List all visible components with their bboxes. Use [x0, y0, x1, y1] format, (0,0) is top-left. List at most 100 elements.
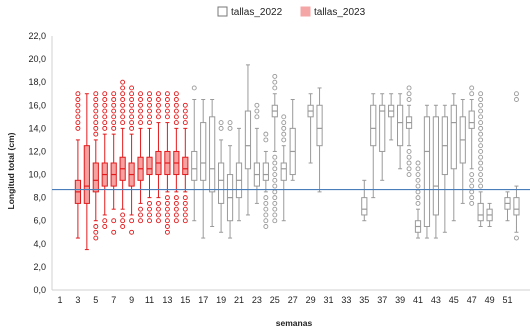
outlier-2022	[514, 235, 519, 241]
box-2022	[432, 116, 439, 216]
outlier-2023	[120, 91, 126, 97]
outlier-2022	[415, 166, 421, 172]
outlier-2022	[263, 212, 269, 218]
x-tick-label: 33	[341, 295, 351, 305]
outlier-2023	[147, 91, 152, 97]
outlier-2023	[164, 212, 170, 218]
outlier-2023	[102, 114, 108, 120]
outlier-2023	[164, 200, 170, 206]
outlier-2023	[102, 218, 108, 224]
outlier-2023	[75, 120, 81, 126]
y-tick-label: 20,0	[28, 54, 46, 64]
outlier-2022	[478, 108, 484, 114]
outlier-2022	[272, 177, 278, 183]
outlier-2022	[272, 154, 278, 160]
x-axis-ticks: 1 3 5 7 9 11 13 15 17 19 21 23 25 27 29 31 33 35 37 39 41 43 4…	[57, 295, 512, 305]
box-2022	[209, 116, 216, 193]
box-2022	[218, 162, 225, 204]
outlier-2023	[120, 120, 126, 126]
y-tick-label: 10,0	[28, 170, 46, 180]
outlier-2022	[263, 206, 269, 212]
outlier-2022	[254, 114, 260, 120]
outlier-2023	[155, 206, 161, 212]
outlier-2022	[263, 224, 269, 229]
box-2022	[316, 104, 323, 147]
outlier-2023	[93, 120, 99, 126]
x-tick-label: 5	[93, 295, 98, 305]
x-tick-label: 41	[413, 295, 423, 305]
outlier-2023	[138, 102, 144, 108]
outlier-2023	[129, 102, 135, 108]
outlier-2022	[281, 131, 287, 137]
outlier-2023	[102, 224, 108, 229]
outlier-2023	[75, 125, 81, 131]
outlier-2023	[173, 120, 179, 126]
outlier-2022	[406, 154, 412, 160]
x-tick-label: 13	[162, 295, 172, 305]
outlier-2023	[120, 102, 126, 108]
outlier-2023	[164, 102, 170, 108]
outlier-2022	[478, 177, 484, 183]
box-2022	[468, 110, 475, 129]
outlier-2022	[469, 85, 475, 91]
outlier-2022	[263, 131, 269, 137]
outlier-2023	[93, 235, 99, 241]
outlier-2023	[102, 125, 108, 131]
outlier-2023	[147, 97, 152, 102]
outlier-2023	[120, 108, 126, 114]
outlier-2023	[102, 102, 108, 108]
legend-label-2023: tallas_2023	[314, 7, 366, 18]
outlier-2023	[111, 229, 117, 235]
legend: tallas_2022 tallas_2023	[217, 6, 366, 18]
outlier-2022	[406, 91, 412, 97]
y-axis-ticks: 0,0 2,0 4,0 6,0 8,0 10,0 12,0 14,0 16,0 18,0 20,0 2…	[28, 31, 46, 295]
y-tick-label: 18,0	[28, 77, 46, 87]
outlier-2023	[138, 218, 144, 224]
outlier-2023	[129, 125, 135, 131]
y-tick-label: 8,0	[33, 193, 46, 203]
outlier-2022	[191, 85, 197, 91]
y-tick-label: 16,0	[28, 100, 46, 110]
outlier-2022	[272, 195, 278, 201]
box-2022	[379, 104, 386, 152]
outlier-2023	[120, 218, 126, 224]
x-tick-label: 9	[129, 295, 134, 305]
outlier-2022	[272, 218, 278, 224]
outlier-2023	[147, 120, 152, 126]
outlier-2023	[164, 224, 170, 229]
outlier-2023	[173, 108, 179, 114]
outlier-2023	[75, 114, 81, 120]
outlier-2022	[469, 177, 475, 183]
outlier-2023	[102, 91, 108, 97]
outlier-2023	[111, 97, 117, 102]
outlier-2023	[102, 108, 108, 114]
outlier-2022	[514, 97, 519, 102]
box-2023	[146, 156, 153, 176]
box-2022	[191, 150, 198, 181]
outlier-2022	[415, 195, 421, 201]
outlier-2023	[93, 102, 99, 108]
outlier-2023	[147, 212, 152, 218]
x-tick-label: 19	[216, 295, 226, 305]
outlier-2022	[415, 200, 421, 206]
outlier-2022	[406, 97, 412, 102]
outlier-2022	[227, 125, 233, 131]
outlier-2022	[263, 137, 269, 143]
outlier-2023	[173, 114, 179, 120]
x-tick-label: 45	[449, 295, 459, 305]
outlier-2022	[272, 73, 278, 79]
outlier-2023	[173, 195, 179, 201]
outlier-2023	[147, 218, 152, 224]
outlier-2022	[272, 166, 278, 172]
outlier-2022	[415, 183, 421, 189]
outlier-2023	[164, 195, 170, 201]
outlier-2023	[182, 206, 188, 212]
outlier-2023	[164, 206, 170, 212]
x-tick-label: 35	[359, 295, 369, 305]
outlier-2023	[129, 85, 135, 91]
x-tick-label: 51	[502, 295, 512, 305]
box-2022	[397, 104, 404, 147]
outlier-2022	[281, 137, 287, 143]
outlier-2023	[147, 200, 152, 206]
outlier-2022	[406, 85, 412, 91]
